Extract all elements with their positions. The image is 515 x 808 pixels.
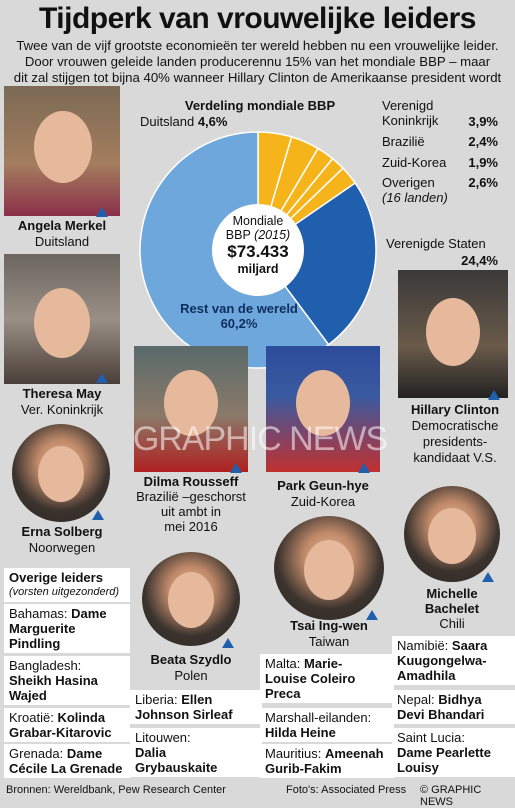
leader-info-rousseff: Dilma Rousseff Brazilië –geschorst uit a… <box>136 474 246 534</box>
pie-slice-verenigde-staten <box>256 182 377 346</box>
other-leader-grenada: Grenada: Dame Cécile La Grenade <box>4 744 130 778</box>
leader-name-tsai: Tsai Ing-wen <box>290 618 368 633</box>
leader-country-szydlo: Polen <box>174 668 208 683</box>
other-leader-bangladesh: Bangladesh: Sheikh Hasina Wajed <box>4 656 130 705</box>
leader-info-clinton: Hillary Clinton Democratische presidents… <box>410 402 500 465</box>
label-uk: Verenigd Koninkrijk <box>382 98 439 128</box>
label-usa: Verenigde Staten <box>386 236 486 251</box>
chart-title: Verdeling mondiale BBP <box>184 98 336 113</box>
other-leader-litouwen: Litouwen: Dalia Grybauskaite <box>130 728 262 777</box>
photo-may <box>4 254 120 384</box>
leader-name-merkel: Angela Merkel <box>17 218 107 233</box>
pie-center-hole <box>212 204 304 296</box>
leader-name-park: Park Geun-hye <box>277 478 369 493</box>
label-others: Overigen (16 landen) <box>382 175 448 205</box>
pointer-icon <box>488 390 500 400</box>
pointer-icon <box>230 463 242 473</box>
photo-tsai <box>274 516 384 620</box>
pct-uk: 3,9% <box>468 114 498 129</box>
photo-rousseff <box>134 346 248 472</box>
footer-sources: Bronnen: Wereldbank, Pew Research Center <box>6 784 226 796</box>
photo-szydlo <box>142 552 240 646</box>
other-leader-malta: Malta: Marie- Louise Coleiro Preca <box>260 654 394 703</box>
pct-others: 2,6% <box>468 175 498 190</box>
other-leader-saint-lucia: Saint Lucia: Dame Pearlette Louisy <box>392 728 515 777</box>
pointer-icon <box>482 572 494 582</box>
other-leader-nepal: Nepal: Bidhya Devi Bhandari <box>392 690 515 724</box>
other-leader-mauritius: Mauritius: Ameenah Gurib-Fakim <box>260 744 394 778</box>
others-header: Overige leiders (vorsten uitgezonderd) <box>4 568 130 602</box>
pointer-icon <box>96 207 108 217</box>
pointer-icon <box>92 510 104 520</box>
leader-country-merkel: Duitsland <box>34 234 90 249</box>
photo-bachelet <box>404 486 500 582</box>
leader-info-bachelet: Michelle Bachelet Chili <box>424 586 480 631</box>
subtitle: Twee van de vijf grootste economieën ter… <box>13 38 502 85</box>
photo-solberg <box>12 424 110 522</box>
pointer-icon <box>96 373 108 383</box>
other-leader-kroatie: Kroatië: Kolinda Grabar-Kitarovic <box>4 708 130 742</box>
other-leader-namibie: Namibië: Saara Kuugongelwa- Amadhila <box>392 636 515 685</box>
pointer-icon <box>222 638 234 648</box>
page-title: Tijdperk van vrouwelijke leiders <box>39 2 476 35</box>
pct-korea: 1,9% <box>468 155 498 170</box>
label-korea: Zuid-Korea <box>382 155 447 170</box>
leader-name-solberg: Erna Solberg <box>21 524 103 539</box>
other-leader-liberia: Liberia: Ellen Johnson Sirleaf <box>130 690 262 724</box>
photo-clinton <box>398 270 508 398</box>
pct-brazil: 2,4% <box>468 134 498 149</box>
pointer-icon <box>358 463 370 473</box>
leader-country-solberg: Noorwegen <box>28 540 96 555</box>
footer-credit: © GRAPHIC NEWS <box>420 784 482 808</box>
pie-center-label: Mondiale BBP (2015) $73.433 miljard <box>225 214 291 276</box>
pct-usa: 24,4% <box>461 253 498 268</box>
label-brazil: Brazilië <box>382 134 425 149</box>
pointer-icon <box>366 610 378 620</box>
leader-country-park: Zuid-Korea <box>290 494 356 509</box>
leader-name-may: Theresa May <box>22 386 102 401</box>
label-germany: Duitsland 4,6% <box>140 114 228 129</box>
leader-country-may: Ver. Koninkrijk <box>20 402 104 417</box>
watermark: GRAPHIC NEWS <box>132 420 388 458</box>
footer-photos: Foto's: Associated Press <box>286 784 407 796</box>
footer: Bronnen: Wereldbank, Pew Research Center… <box>0 780 515 808</box>
photo-park <box>266 346 380 472</box>
other-leader-marshall: Marshall-eilanden: Hilda Heine <box>260 708 394 742</box>
label-rest: Rest van de wereld 60,2% <box>180 301 298 331</box>
other-leader-bahamas: Bahamas: Dame Marguerite Pindling <box>4 604 130 653</box>
photo-merkel <box>4 86 120 216</box>
leader-country-tsai: Taiwan <box>308 634 350 649</box>
leader-name-szydlo: Beata Szydlo <box>150 652 232 667</box>
